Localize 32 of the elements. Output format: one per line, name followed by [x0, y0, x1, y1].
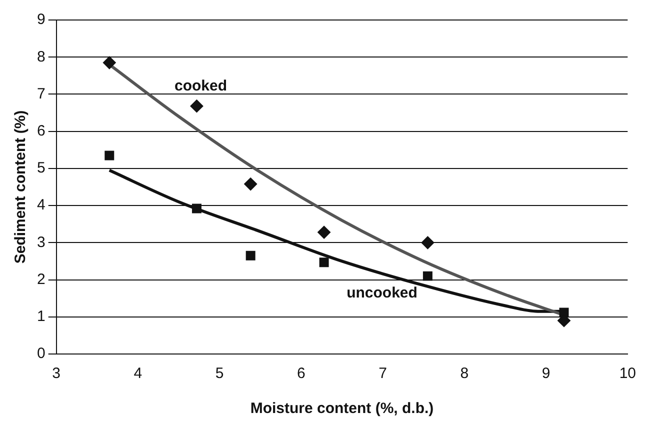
point	[244, 178, 258, 191]
point	[104, 150, 114, 160]
y-tick-label: 8	[37, 48, 46, 66]
y-tick-label: 9	[37, 11, 46, 28]
x-tick-label: 4	[134, 365, 142, 382]
x-tick-label: 6	[297, 365, 306, 382]
y-tick-label: 2	[37, 270, 46, 288]
x-axis-title: Moisture content (%, d.b.)	[250, 400, 434, 418]
point	[421, 236, 434, 250]
point	[422, 271, 432, 281]
point	[246, 250, 256, 260]
series-label: cooked	[174, 78, 228, 95]
y-tick-label: 7	[37, 85, 46, 102]
y-axis-title: Sediment content (%)	[12, 110, 30, 264]
point	[102, 56, 116, 70]
y-tick-label: 5	[37, 160, 46, 177]
x-tick-label: 10	[619, 365, 636, 382]
x-tick-label: 8	[460, 365, 469, 382]
point	[192, 204, 202, 214]
y-tick-label: 4	[37, 196, 46, 214]
y-tick-label: 6	[37, 122, 46, 140]
point	[319, 258, 329, 268]
point	[190, 100, 204, 113]
x-tick-label: 5	[215, 365, 224, 382]
y-tick-label: 3	[37, 234, 46, 251]
x-tick-label: 3	[52, 365, 61, 382]
point	[318, 226, 331, 239]
x-tick-label: 7	[378, 365, 387, 382]
y-tick-label: 0	[37, 345, 46, 362]
y-tick-label: 1	[37, 308, 46, 326]
x-tick-label: 9	[542, 365, 550, 382]
series-label: uncooked	[346, 284, 418, 302]
